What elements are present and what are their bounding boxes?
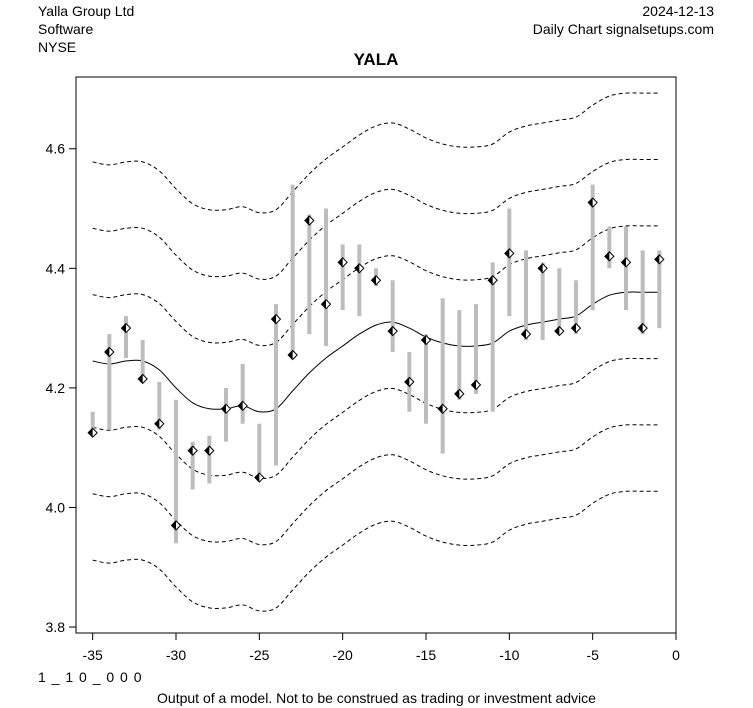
x-tick-label: -5 <box>586 647 599 663</box>
close-marker <box>404 376 415 388</box>
close-marker <box>220 403 232 415</box>
sector-label: Software <box>38 21 94 37</box>
close-marker <box>587 197 598 208</box>
center-line <box>92 291 660 413</box>
x-tick-label: -35 <box>83 647 103 663</box>
close-marker <box>337 257 348 268</box>
x-tick-label: -25 <box>249 647 269 663</box>
range-bars <box>90 184 662 544</box>
exchange-label: NYSE <box>38 39 77 55</box>
close-marker <box>454 388 465 400</box>
band-line-2 <box>92 424 660 546</box>
band-line-6 <box>92 92 660 214</box>
y-tick-label: 4.0 <box>46 499 66 515</box>
chart-title: YALA <box>354 50 399 69</box>
band-line-1 <box>92 490 660 612</box>
band-line-4 <box>92 225 660 347</box>
close-marker <box>520 328 532 340</box>
close-marker <box>487 275 498 286</box>
close-marker <box>537 263 548 274</box>
close-marker <box>654 254 665 265</box>
close-marker <box>320 298 332 310</box>
model-bands <box>92 92 660 612</box>
close-marker <box>637 322 648 334</box>
close-marker <box>570 322 582 334</box>
close-marker <box>370 275 382 286</box>
close-marker <box>137 373 148 385</box>
close-marker <box>87 427 98 438</box>
close-marker <box>387 325 398 337</box>
x-axis: -35 -30 -25 -20 -15 -10 -5 0 <box>83 633 680 663</box>
disclaimer: Output of a model. Not to be construed a… <box>157 690 596 706</box>
y-axis: 3.8 4.0 4.2 4.4 4.6 <box>46 141 76 635</box>
close-marker <box>604 251 615 262</box>
x-tick-label: -10 <box>499 647 519 663</box>
model-code: 1 _ 1 0 _ 0 0 0 <box>38 669 143 685</box>
y-tick-label: 3.8 <box>46 619 66 635</box>
close-marker <box>254 472 265 483</box>
x-tick-label: 0 <box>672 647 680 663</box>
close-marker <box>354 263 365 274</box>
y-tick-label: 4.2 <box>46 380 66 396</box>
close-marker <box>154 418 165 429</box>
close-marker <box>204 445 215 456</box>
x-tick-label: -30 <box>166 647 186 663</box>
close-marker <box>170 520 182 531</box>
close-marker <box>420 334 432 346</box>
close-marker <box>504 248 515 259</box>
close-marker <box>620 257 632 268</box>
band-line-5 <box>92 158 660 280</box>
close-marker <box>187 445 198 456</box>
chart-source: Daily Chart signalsetups.com <box>532 21 714 37</box>
close-marker <box>287 349 298 361</box>
close-marker <box>104 346 115 358</box>
x-tick-label: -15 <box>416 647 436 663</box>
close-marker <box>270 313 282 325</box>
price-chart: YALA -35 -30 -25 -20 -15 -10 -5 0 3.8 4.0 4.2 4.4 4… <box>46 50 681 663</box>
chart-date: 2024-12-13 <box>642 3 714 19</box>
y-tick-label: 4.6 <box>46 141 66 157</box>
close-marker <box>470 379 482 391</box>
company-name: Yalla Group Ltd <box>38 3 135 19</box>
plot-frame <box>75 76 677 634</box>
close-markers <box>87 197 665 531</box>
close-marker <box>237 400 248 412</box>
close-marker <box>554 325 565 337</box>
close-marker <box>120 322 132 334</box>
band-line-3 <box>92 357 660 479</box>
x-tick-label: -20 <box>333 647 353 663</box>
close-marker <box>437 403 448 415</box>
close-marker <box>304 215 315 226</box>
y-tick-label: 4.4 <box>46 260 66 276</box>
